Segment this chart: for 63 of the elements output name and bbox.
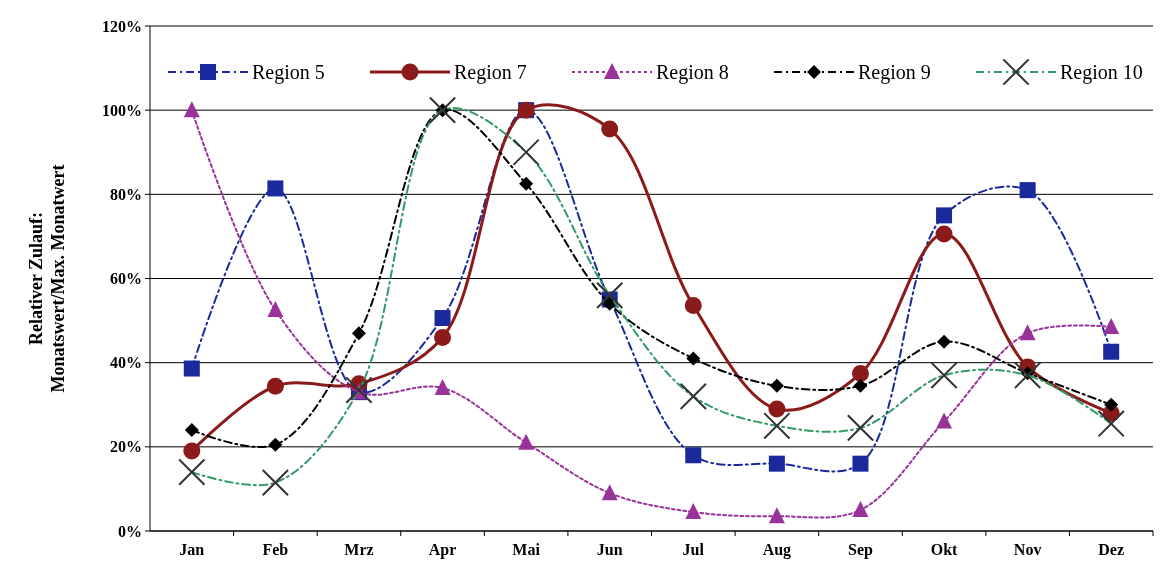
point	[351, 326, 366, 341]
point	[769, 378, 784, 393]
legend-label: Region 7	[454, 61, 527, 84]
point	[601, 120, 619, 138]
point	[768, 507, 785, 524]
point	[852, 500, 869, 517]
point	[1103, 343, 1120, 360]
x-tick-label: Mrz	[344, 541, 374, 558]
point	[936, 207, 953, 224]
x-tick-label: Dez	[1098, 541, 1125, 558]
point	[685, 503, 702, 520]
point	[518, 433, 535, 450]
legend-label: Region 8	[656, 61, 729, 84]
x-tick-label: Sep	[848, 541, 874, 559]
point	[936, 412, 953, 429]
x-tick-label: Jul	[682, 541, 705, 558]
point	[852, 455, 869, 472]
point	[267, 301, 284, 318]
x-tick-label: Jan	[179, 541, 205, 558]
point	[768, 455, 785, 472]
x-tick-label: Apr	[428, 541, 457, 559]
point	[268, 437, 283, 452]
point	[601, 484, 618, 501]
point	[183, 360, 200, 377]
point	[935, 225, 953, 243]
x-tick-label: Okt	[930, 541, 959, 558]
point	[266, 377, 284, 395]
y-axis-title: Relativer Zulauf: Monatswert/Max. Monatwert	[26, 164, 68, 393]
y-tick-label: 0%	[118, 522, 142, 540]
point	[937, 334, 952, 349]
point	[853, 378, 868, 393]
point	[184, 423, 199, 437]
y-tick-label: 60%	[110, 270, 142, 288]
legend-label: Region 10	[1060, 61, 1143, 84]
y-tick-label: 80%	[110, 185, 142, 203]
legend-label: Region 5	[252, 61, 325, 84]
point	[685, 447, 702, 464]
x-tick-label: Jun	[596, 541, 623, 558]
point	[851, 365, 869, 383]
y-tick-label: 120%	[102, 17, 142, 35]
point	[434, 378, 451, 395]
point	[684, 296, 702, 314]
y-tick-label: 40%	[110, 354, 142, 372]
point	[768, 400, 786, 418]
point	[519, 176, 534, 191]
point	[1104, 397, 1119, 412]
point	[434, 328, 452, 346]
point	[686, 351, 701, 366]
point	[1019, 324, 1036, 341]
point	[434, 310, 451, 327]
point	[602, 296, 617, 311]
x-tick-label: Aug	[762, 541, 792, 559]
x-tick-label: Feb	[262, 541, 289, 558]
point	[1019, 182, 1036, 199]
x-tick-label: Mai	[512, 541, 541, 558]
point	[183, 101, 200, 118]
x-tick-label: Nov	[1013, 541, 1042, 558]
y-tick-label: 100%	[102, 101, 142, 119]
legend-label: Region 9	[858, 61, 931, 84]
y-tick-label: 20%	[110, 438, 142, 456]
point	[183, 442, 201, 460]
point	[1103, 317, 1120, 334]
point	[267, 180, 284, 197]
